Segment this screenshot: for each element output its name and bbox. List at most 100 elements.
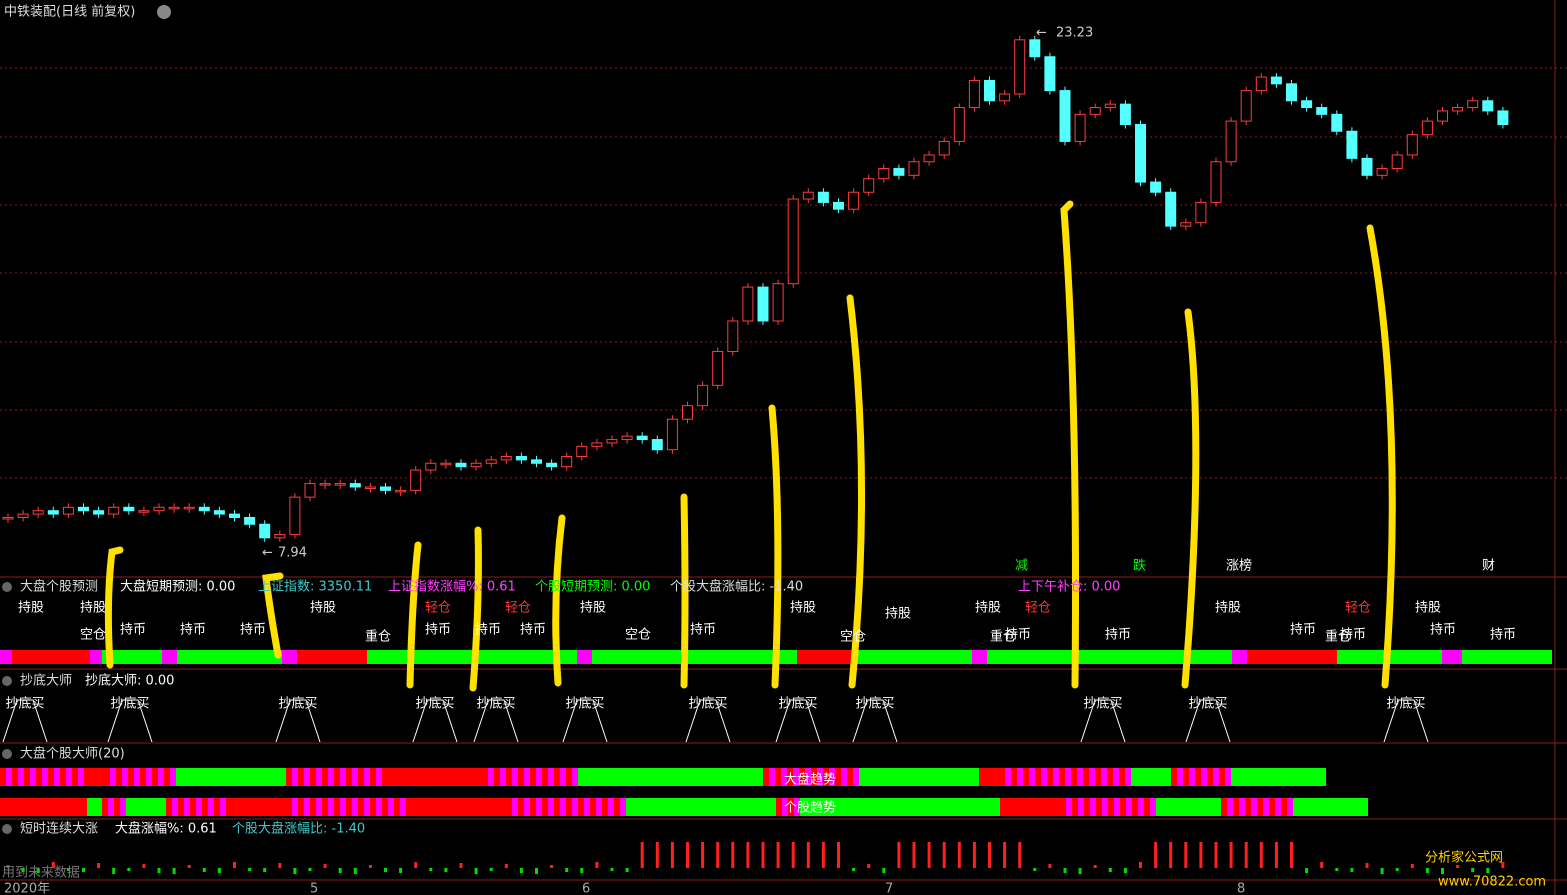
bar [1365, 863, 1369, 868]
candle [1286, 83, 1297, 102]
candle [546, 462, 558, 468]
panel-toggle[interactable] [2, 582, 12, 592]
signal-strip [572, 768, 578, 786]
signal-strip [60, 768, 66, 786]
candle [1029, 39, 1041, 58]
signal-strip [214, 798, 220, 816]
candle [138, 510, 150, 513]
candle [1452, 107, 1464, 112]
signal-strip [36, 768, 42, 786]
candle [666, 418, 678, 451]
signal-strip [48, 768, 54, 786]
bar [625, 868, 629, 872]
signal-strip [346, 798, 352, 816]
signal-strip [1017, 650, 1232, 664]
bar [731, 842, 735, 868]
bar [1078, 868, 1082, 874]
candle [1331, 113, 1343, 132]
signal-strip [310, 768, 316, 786]
signal-strip [1245, 798, 1251, 816]
bar [1501, 862, 1505, 868]
bar [338, 868, 342, 873]
panel-toggle[interactable] [2, 676, 12, 686]
candle [168, 506, 180, 510]
signal-strip [400, 798, 406, 816]
bar [1003, 842, 1007, 868]
signal-strip [176, 768, 286, 786]
dropdown-icon[interactable] [157, 5, 171, 19]
signal-strip [566, 768, 572, 786]
candle [908, 161, 920, 176]
signal-strip [184, 798, 190, 816]
signal-strip [1023, 768, 1029, 786]
signal-strip [1333, 798, 1368, 816]
candle [485, 459, 497, 464]
signal-strip [1221, 798, 1227, 816]
bar [1290, 842, 1293, 868]
bar [550, 865, 554, 868]
signal-strip [170, 768, 176, 786]
signal-strip [972, 650, 987, 664]
signal-strip [42, 768, 48, 786]
candle [1119, 103, 1131, 125]
candle [1255, 76, 1267, 92]
candle [1361, 157, 1373, 176]
signal-strip [12, 768, 18, 786]
signal-label: 抄底买 [855, 696, 894, 712]
signal-strip [328, 768, 334, 786]
candle [1467, 100, 1479, 109]
signal-strip [817, 768, 823, 786]
panel-toggle[interactable] [2, 824, 12, 834]
signal-strip [316, 798, 322, 816]
status-label: 持币 [240, 623, 266, 638]
signal-strip [90, 650, 102, 664]
bar [308, 868, 312, 871]
signal-label: 抄底买 [278, 696, 317, 712]
signal-strip [1084, 798, 1090, 816]
candle [123, 506, 135, 512]
candle [62, 506, 74, 515]
status-label: 空仓 [80, 628, 106, 643]
bar [399, 868, 403, 873]
signal-label: 抄底买 [778, 696, 817, 712]
signal-strip [799, 768, 805, 786]
bar [1214, 842, 1218, 868]
signal-shape [1383, 699, 1429, 743]
signal-strip [566, 798, 572, 816]
signal-strip [847, 768, 853, 786]
panel-title: 大盘个股大师(20) [20, 746, 125, 762]
candle [621, 435, 633, 441]
signal-strip [506, 798, 512, 816]
candle [531, 459, 542, 464]
signal-strip [1337, 650, 1367, 664]
signal-shape [107, 699, 153, 743]
bar [1154, 842, 1158, 868]
bar [1320, 862, 1324, 868]
signal-strip [775, 768, 781, 786]
signal-label: 抄底买 [415, 696, 454, 712]
bar [36, 868, 40, 873]
status-label: 持币 [1340, 628, 1366, 643]
indicator-value: 大盘短期预测: 0.00 [120, 579, 235, 595]
indicator-value: 上证指数: 3350.11 [258, 580, 372, 595]
signal-strip [1132, 798, 1138, 816]
candle [1165, 191, 1177, 227]
panel-toggle[interactable] [2, 749, 12, 759]
candle [561, 455, 573, 468]
signal-strip [1232, 650, 1247, 664]
candle [1421, 120, 1433, 136]
bar [655, 842, 659, 868]
candle [576, 445, 588, 457]
x-tick-label: 5 [310, 882, 318, 895]
bar [384, 868, 387, 872]
signal-strip [0, 798, 12, 816]
signal-strip [859, 768, 979, 786]
signal-strip [286, 768, 292, 786]
signal-strip [1213, 768, 1219, 786]
signal-strip [382, 768, 482, 786]
candle [742, 286, 754, 322]
bar [1048, 864, 1052, 868]
signal-strip [1177, 768, 1183, 786]
grid [0, 67, 1567, 479]
signal-label: 上下午补仓: 0.00 [1018, 580, 1120, 595]
